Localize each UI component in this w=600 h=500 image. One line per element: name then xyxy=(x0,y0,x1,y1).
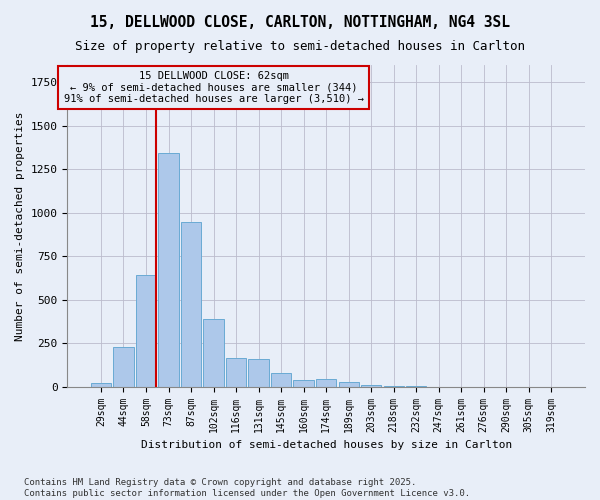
Bar xyxy=(113,346,134,387)
Text: 15, DELLWOOD CLOSE, CARLTON, NOTTINGHAM, NG4 3SL: 15, DELLWOOD CLOSE, CARLTON, NOTTINGHAM,… xyxy=(90,15,510,30)
Bar xyxy=(316,379,336,386)
Bar xyxy=(361,384,382,386)
Y-axis label: Number of semi-detached properties: Number of semi-detached properties xyxy=(15,111,25,340)
Bar xyxy=(338,382,359,386)
Bar xyxy=(91,383,111,386)
Bar xyxy=(226,358,246,386)
Text: 15 DELLWOOD CLOSE: 62sqm
← 9% of semi-detached houses are smaller (344)
91% of s: 15 DELLWOOD CLOSE: 62sqm ← 9% of semi-de… xyxy=(64,71,364,104)
Bar xyxy=(203,319,224,386)
Bar xyxy=(136,274,156,386)
Bar xyxy=(158,153,179,386)
X-axis label: Distribution of semi-detached houses by size in Carlton: Distribution of semi-detached houses by … xyxy=(140,440,512,450)
Bar xyxy=(271,373,291,386)
Text: Size of property relative to semi-detached houses in Carlton: Size of property relative to semi-detach… xyxy=(75,40,525,53)
Text: Contains HM Land Registry data © Crown copyright and database right 2025.
Contai: Contains HM Land Registry data © Crown c… xyxy=(24,478,470,498)
Bar xyxy=(181,222,201,386)
Bar xyxy=(293,380,314,386)
Bar xyxy=(248,359,269,386)
